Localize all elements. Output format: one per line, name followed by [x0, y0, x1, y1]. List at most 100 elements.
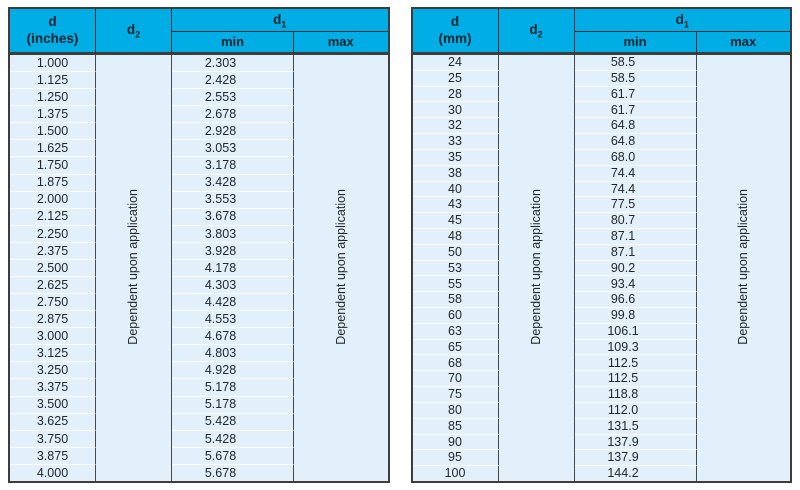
mm-table-body: 24 Dependent upon application 58.5 Dependen…: [412, 55, 791, 481]
d2-note: Dependent upon application: [499, 55, 575, 481]
cell-min: 80.7: [574, 213, 697, 229]
cell-min: 64.8: [574, 118, 697, 135]
table-row: 55 93.4: [412, 276, 791, 293]
cell-d: 40: [412, 181, 499, 198]
table-row: 1.250 2.553: [10, 89, 388, 107]
cell-min: 3.553: [172, 191, 294, 209]
table-row: 35 68.0: [412, 149, 791, 166]
table-row: 85 131.5: [412, 418, 791, 435]
table-row: 24 Dependent upon application 58.5 Dependen…: [412, 55, 791, 481]
d-unit-label: (inches): [26, 30, 79, 46]
table-row: 3.750 5.428: [10, 430, 388, 448]
table-row: 50 87.1: [412, 244, 791, 261]
cell-d: 2.375: [10, 242, 96, 260]
max-note: Dependent upon application: [294, 55, 388, 481]
cell-d: 3.250: [10, 362, 96, 380]
cell-min: 93.4: [574, 276, 697, 293]
cell-d: 33: [412, 134, 499, 150]
cell-min: 58.5: [574, 70, 697, 87]
cell-min: 4.303: [172, 277, 294, 295]
cell-min: 4.678: [172, 328, 294, 346]
cell-d: 75: [412, 387, 499, 403]
table-row: 90 137.9: [412, 434, 791, 451]
cell-d: 60: [412, 308, 499, 324]
inches-table-body: 1.000 Dependent upon application 2.303 Depe…: [10, 55, 388, 481]
cell-min: 96.6: [574, 292, 697, 308]
d2-note-text: Dependent upon application: [126, 188, 141, 345]
cell-min: 3.053: [172, 140, 294, 158]
table-row: 28 61.7: [412, 86, 791, 103]
cell-min: 112.5: [574, 355, 697, 372]
cell-d: 25: [412, 70, 499, 87]
d1-subscript: 1: [683, 19, 689, 30]
col-header-d-inches: d (inches): [10, 9, 96, 55]
cell-d: 68: [412, 355, 499, 372]
cell-d: 2.875: [10, 311, 96, 329]
table-row: 1.375 2.678: [10, 106, 388, 124]
table-row: 70 112.5: [412, 371, 791, 388]
table-row: 53 90.2: [412, 260, 791, 277]
cell-d: 100: [413, 466, 499, 481]
cell-min: 3.178: [172, 157, 294, 175]
cell-min: 112.5: [574, 371, 697, 388]
cell-d: 48: [412, 228, 499, 245]
table-row: 75 118.8: [412, 387, 791, 403]
table-row: 43 77.5: [412, 197, 791, 214]
table-row: 48 87.1: [412, 228, 791, 245]
cell-min: 3.678: [172, 208, 294, 226]
d2-base: d: [529, 22, 538, 38]
d1-base: d: [273, 11, 282, 27]
cell-d: 24: [412, 55, 499, 71]
col-header-min: min: [172, 32, 294, 55]
table-row: 38 74.4: [412, 165, 791, 182]
table-row: 2.875 4.553: [10, 311, 388, 329]
table-row: 1.125 2.428: [10, 72, 388, 90]
max-note-text: Dependent upon application: [333, 188, 348, 345]
col-header-d-mm: d (mm): [412, 9, 499, 55]
table-row: 3.000 4.678: [10, 328, 388, 346]
cell-d: 45: [412, 213, 499, 229]
table-row: 3.250 4.928: [10, 362, 388, 380]
cell-min: 5.678: [172, 464, 294, 481]
table-row: 40 74.4: [412, 181, 791, 198]
cell-min: 99.8: [574, 308, 697, 324]
cell-d: 28: [412, 86, 499, 103]
cell-min: 74.4: [574, 165, 697, 182]
cell-d: 3.750: [10, 430, 96, 448]
cell-d: 1.500: [10, 123, 96, 141]
cell-d: 3.625: [10, 413, 96, 431]
table-row: 63 106.1: [412, 323, 791, 340]
cell-min: 77.5: [574, 197, 697, 214]
table-row: 1.500 2.928: [10, 123, 388, 141]
table-row: 1.875 3.428: [10, 174, 388, 192]
d-unit-label: (mm): [438, 30, 472, 46]
col-header-d1: d1: [574, 9, 790, 32]
cell-d: 58: [412, 292, 499, 308]
cell-min: 106.1: [574, 323, 697, 340]
cell-min: 3.428: [172, 174, 294, 192]
cell-min: 118.8: [574, 387, 697, 403]
table-row: 33 64.8: [412, 134, 791, 150]
table-row: 95 137.9: [412, 450, 791, 467]
cell-min: 5.428: [172, 430, 294, 448]
cell-d: 65: [412, 339, 499, 356]
table-row: 3.625 5.428: [10, 413, 388, 431]
table-row: 1.000 Dependent upon application 2.303 Depe…: [10, 55, 388, 481]
cell-d: 2.625: [10, 277, 96, 295]
table-row: 4.000 5.678: [10, 464, 388, 481]
table-row: 3.375 5.178: [10, 379, 388, 397]
cell-d: 3.875: [10, 447, 96, 465]
table-row: 68 112.5: [412, 355, 791, 372]
cell-min: 2.928: [172, 123, 294, 141]
cell-min: 87.1: [574, 228, 697, 245]
cell-min: 64.8: [574, 134, 697, 150]
cell-min: 131.5: [574, 418, 697, 435]
cell-min: 3.803: [172, 225, 294, 243]
cell-min: 5.428: [172, 413, 294, 431]
cell-min: 112.0: [574, 402, 697, 419]
table-row: 65 109.3: [412, 339, 791, 356]
table-row: 2.375 3.928: [10, 242, 388, 260]
cell-d: 3.125: [10, 345, 96, 363]
cell-d: 3.375: [10, 379, 96, 397]
